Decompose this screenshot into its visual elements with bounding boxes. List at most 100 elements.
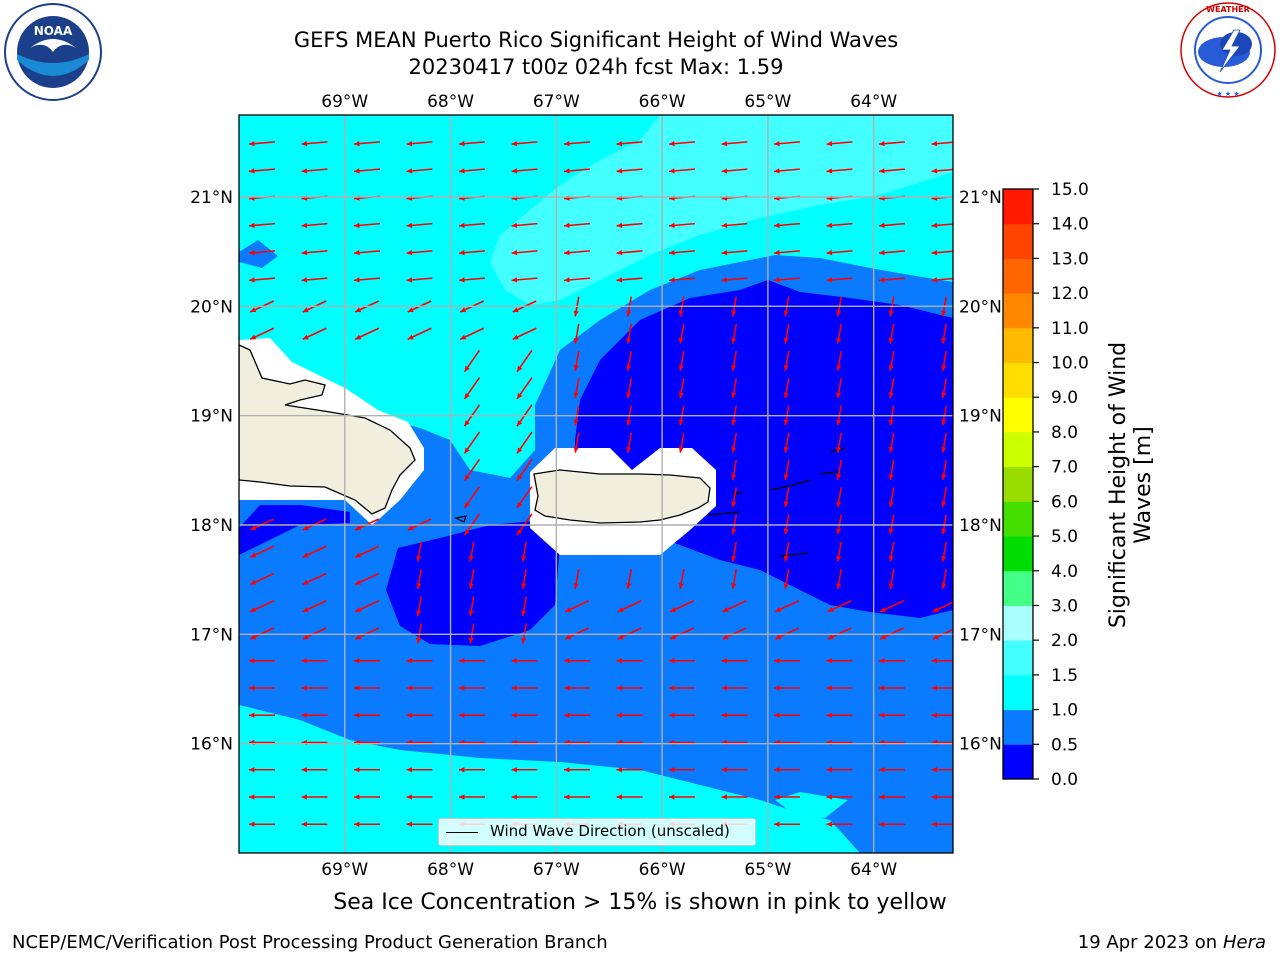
- wave-direction-arrow: [678, 351, 685, 371]
- colorbar-swatch: [1003, 466, 1033, 502]
- colorbar-label-line2: Waves [m]: [1131, 426, 1156, 543]
- wave-direction-arrow: [721, 658, 748, 664]
- colorbar-swatch: [1003, 223, 1033, 259]
- colorbar-swatch: [1003, 674, 1033, 711]
- colorbar-swatch: [1003, 536, 1033, 572]
- wave-direction-arrow: [511, 767, 538, 773]
- wave-direction-arrow: [406, 250, 433, 256]
- wave-direction-arrow: [354, 572, 380, 586]
- wave-direction-arrow: [573, 432, 580, 453]
- latitude-label: 16°N: [190, 735, 233, 755]
- wave-direction-arrow: [783, 432, 790, 453]
- wave-direction-arrow: [249, 600, 275, 613]
- wave-direction-arrow: [773, 168, 801, 174]
- wave-direction-arrow: [301, 794, 328, 800]
- wave-direction-arrow: [826, 141, 853, 147]
- latitude-label: 19°N: [190, 407, 233, 427]
- wave-direction-arrow: [774, 767, 800, 773]
- wave-direction-arrow: [521, 623, 528, 644]
- map-legend: Wind Wave Direction (unscaled): [438, 818, 756, 846]
- wave-direction-arrow: [783, 541, 790, 562]
- wave-direction-arrow: [678, 432, 685, 453]
- wave-direction-arrow: [249, 712, 275, 718]
- colorbar-tick-label: 6.0: [1051, 492, 1078, 512]
- wave-direction-arrow: [463, 349, 481, 373]
- wave-direction-arrow: [516, 431, 533, 454]
- wave-direction-arrow: [416, 596, 423, 617]
- wave-direction-arrow: [879, 794, 905, 800]
- wave-direction-arrow: [721, 222, 748, 229]
- wave-direction-arrow: [617, 627, 642, 640]
- colorbar-tick-label: 5.0: [1051, 527, 1078, 547]
- wave-band-0-0p5-south: [386, 520, 560, 646]
- wave-direction-arrow: [774, 600, 800, 613]
- longitude-label: 69°W: [321, 860, 368, 880]
- wave-direction-arrow: [731, 541, 738, 562]
- wave-direction-arrow: [353, 141, 381, 147]
- wave-direction-arrow: [616, 712, 643, 718]
- colorbar-tick-label: 2.0: [1051, 631, 1078, 651]
- wave-direction-arrow: [773, 141, 801, 147]
- wave-direction-arrow: [301, 658, 328, 664]
- wave-direction-arrow: [521, 569, 528, 589]
- wave-direction-arrow: [669, 627, 695, 640]
- legend-line-symbol: [446, 832, 478, 833]
- wave-direction-arrow: [354, 767, 380, 773]
- wave-direction-arrow: [573, 351, 580, 371]
- wave-direction-arrow: [931, 712, 953, 718]
- wave-direction-arrow: [616, 141, 643, 147]
- wave-direction-arrow: [931, 821, 953, 827]
- wave-direction-arrow: [626, 351, 633, 371]
- wave-direction-arrow: [406, 712, 433, 718]
- latitude-label: 17°N: [190, 625, 233, 645]
- wave-direction-arrow: [353, 250, 381, 256]
- wave-direction-arrow: [511, 277, 538, 283]
- wave-direction-arrow: [931, 685, 953, 691]
- wave-direction-arrow: [563, 250, 591, 256]
- wave-direction-arrow: [626, 569, 633, 589]
- wave-direction-arrow: [826, 712, 853, 718]
- wave-direction-arrow: [731, 351, 738, 371]
- colorbar-tick-label: 10.0: [1051, 354, 1089, 374]
- wave-direction-arrow: [668, 222, 696, 229]
- wave-direction-arrow: [722, 627, 747, 640]
- legend-label: Wind Wave Direction (unscaled): [490, 822, 730, 840]
- wave-direction-arrow: [783, 569, 790, 589]
- wave-direction-arrow: [931, 658, 953, 664]
- wave-direction-arrow: [468, 569, 475, 589]
- wave-direction-arrow: [416, 623, 423, 644]
- latitude-label: 18°N: [190, 516, 233, 536]
- wave-direction-arrow: [302, 545, 327, 558]
- wave-band-0p5-1-blob: [239, 240, 278, 268]
- wave-direction-arrow: [888, 378, 895, 399]
- colorbar-tick-label: 7.0: [1051, 458, 1078, 478]
- latitude-label: 17°N: [959, 625, 1002, 645]
- wave-direction-arrow: [836, 323, 843, 344]
- wave-direction-arrow: [564, 658, 590, 664]
- wave-direction-arrow: [721, 168, 748, 174]
- wave-direction-arrow: [827, 627, 852, 640]
- wave-direction-arrow: [516, 377, 533, 400]
- longitude-label: 67°W: [533, 860, 580, 880]
- wave-direction-arrow: [521, 596, 528, 617]
- wave-direction-arrow: [406, 821, 433, 827]
- colorbar-swatch: [1003, 744, 1033, 780]
- wave-direction-arrow: [248, 141, 276, 147]
- wave-direction-arrow: [463, 458, 481, 482]
- wave-direction-arrow: [511, 712, 538, 718]
- map-gridlines: [239, 115, 953, 853]
- wave-direction-arrow: [301, 168, 328, 174]
- longitude-label: 66°W: [639, 92, 686, 112]
- wave-direction-arrow: [516, 349, 533, 373]
- wave-direction-arrow: [459, 712, 485, 718]
- colorbar-swatch: [1003, 501, 1033, 537]
- colorbar-swatch: [1003, 189, 1033, 225]
- colorbar: 0.0 0.5 1.0 1.5 2.0 3.0 4.0 5.0 6.0 7.0 8.0 9.0 10.0…: [1002, 180, 1089, 790]
- wave-direction-arrow: [626, 378, 633, 399]
- wave-direction-arrow: [563, 168, 591, 174]
- wave-direction-arrow: [626, 432, 633, 453]
- wave-direction-arrow: [878, 222, 906, 229]
- wave-direction-arrow: [888, 432, 895, 453]
- colorbar-tick-label: 3.0: [1051, 596, 1078, 616]
- wave-direction-arrow: [826, 685, 853, 691]
